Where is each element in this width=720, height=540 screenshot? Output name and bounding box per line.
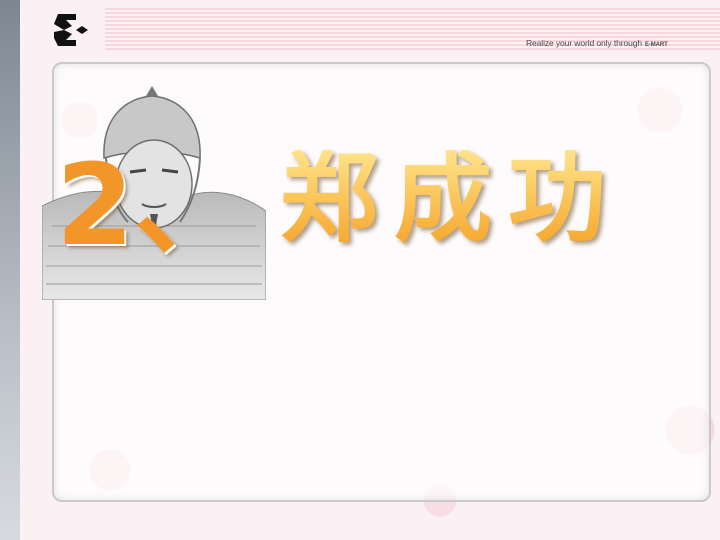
- left-strip: [0, 0, 20, 540]
- slide-number: 2、: [56, 141, 246, 271]
- slide-title: 郑成功: [280, 142, 623, 256]
- header-tagline: Realize your world only through E-MART: [526, 38, 668, 48]
- brand-label: E-MART: [644, 42, 668, 48]
- company-logo-icon: [54, 14, 88, 46]
- header-band: [105, 8, 720, 50]
- warrior-portrait: [42, 86, 266, 300]
- tagline-text: Realize your world only through: [526, 38, 642, 48]
